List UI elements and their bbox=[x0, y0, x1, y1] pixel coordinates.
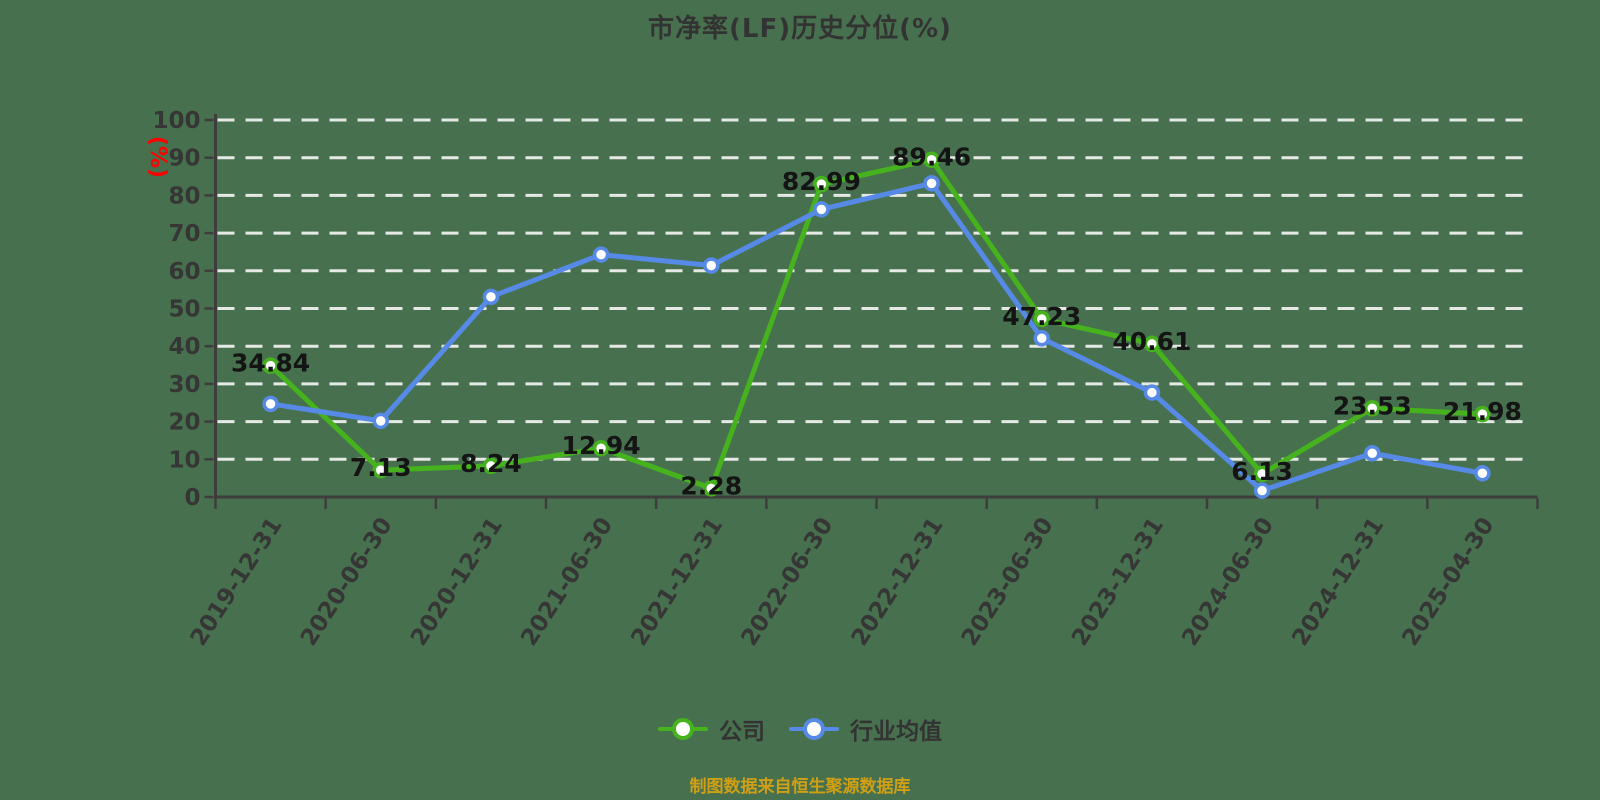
svg-text:40: 40 bbox=[168, 334, 200, 360]
svg-text:2.28: 2.28 bbox=[680, 471, 742, 500]
svg-text:2021-06-30: 2021-06-30 bbox=[516, 513, 618, 651]
svg-text:50: 50 bbox=[168, 297, 200, 323]
legend-label-company: 公司 bbox=[719, 719, 765, 745]
series-line-0 bbox=[268, 157, 1485, 491]
svg-text:10: 10 bbox=[168, 447, 200, 473]
svg-text:47.23: 47.23 bbox=[1002, 302, 1081, 331]
svg-text:2020-06-30: 2020-06-30 bbox=[296, 513, 398, 651]
svg-text:2023-06-30: 2023-06-30 bbox=[957, 513, 1059, 651]
svg-text:30: 30 bbox=[168, 372, 200, 398]
svg-text:2024-06-30: 2024-06-30 bbox=[1177, 513, 1279, 651]
legend-circle bbox=[672, 718, 694, 740]
svg-text:100: 100 bbox=[152, 108, 200, 134]
svg-text:82.99: 82.99 bbox=[782, 167, 861, 196]
legend: 公司 行业均值 bbox=[0, 712, 1600, 746]
svg-text:2022-06-30: 2022-06-30 bbox=[737, 513, 839, 651]
svg-text:2021-12-31: 2021-12-31 bbox=[626, 513, 728, 651]
legend-item-company[interactable]: 公司 bbox=[658, 712, 765, 746]
y-axis-unit-label: (%) bbox=[145, 136, 170, 178]
x-axis-labels: 2019-12-31 2020-06-30 2020-12-31 2021-06-30… bbox=[186, 513, 1500, 651]
svg-text:2020-12-31: 2020-12-31 bbox=[406, 513, 508, 651]
svg-text:89.46: 89.46 bbox=[892, 143, 971, 172]
svg-text:40.61: 40.61 bbox=[1112, 327, 1191, 356]
svg-text:2022-12-31: 2022-12-31 bbox=[847, 513, 949, 651]
x-axis-ticks bbox=[214, 498, 1539, 509]
svg-text:60: 60 bbox=[168, 259, 200, 285]
svg-text:8.24: 8.24 bbox=[460, 449, 522, 478]
gridlines bbox=[217, 118, 1534, 461]
legend-item-industry-average[interactable]: 行业均值 bbox=[789, 712, 942, 746]
legend-circle bbox=[803, 718, 825, 740]
svg-text:90: 90 bbox=[168, 146, 200, 172]
y-axis-ticks: 0 10 20 30 40 50 60 70 80 90 100 bbox=[152, 108, 214, 511]
svg-text:21.98: 21.98 bbox=[1443, 397, 1522, 426]
svg-text:80: 80 bbox=[168, 183, 200, 209]
company-series-marker-icon bbox=[658, 717, 708, 741]
series-markers-1 bbox=[262, 175, 1491, 499]
data-labels: 34.84 7.13 8.24 12.94 2.28 82.99 89.46 47.23 40.… bbox=[231, 143, 1522, 501]
svg-text:6.13: 6.13 bbox=[1231, 457, 1293, 486]
axes bbox=[214, 114, 1538, 499]
svg-text:2019-12-31: 2019-12-31 bbox=[186, 513, 288, 651]
legend-label-industry-average: 行业均值 bbox=[850, 719, 942, 745]
chart-title: 市净率(LF)历史分位(%) bbox=[648, 14, 952, 44]
svg-text:2023-12-31: 2023-12-31 bbox=[1067, 513, 1169, 651]
svg-text:23.53: 23.53 bbox=[1333, 391, 1412, 420]
data-source-note: 制图数据来自恒生聚源数据库 bbox=[689, 777, 911, 797]
svg-text:34.84: 34.84 bbox=[231, 349, 310, 378]
series-markers-0 bbox=[262, 151, 1491, 497]
svg-text:2025-04-30: 2025-04-30 bbox=[1398, 513, 1500, 651]
svg-text:12.94: 12.94 bbox=[562, 431, 641, 460]
industry-series-marker-icon bbox=[789, 717, 839, 741]
series-line-1 bbox=[268, 180, 1485, 494]
svg-text:0: 0 bbox=[184, 485, 200, 511]
svg-text:2024-12-31: 2024-12-31 bbox=[1287, 513, 1389, 651]
svg-text:70: 70 bbox=[168, 221, 200, 247]
svg-text:7.13: 7.13 bbox=[350, 453, 412, 482]
svg-text:20: 20 bbox=[168, 410, 200, 436]
